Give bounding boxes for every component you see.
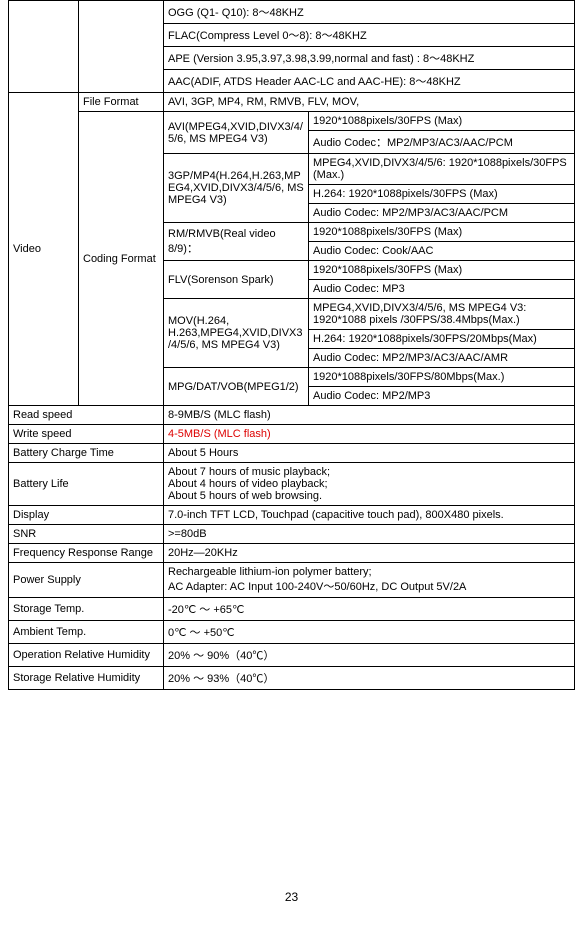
battery-life-value: About 7 hours of music playback; About 4… <box>164 463 575 506</box>
avi-r2: Audio Codec：MP2/MP3/AC3/AAC/PCM <box>309 131 575 154</box>
mov-r3: Audio Codec: MP2/MP3/AC3/AAC/AMR <box>309 349 575 368</box>
blank-cell <box>79 1 164 93</box>
power-label: Power Supply <box>9 563 164 598</box>
write-speed-value: 4-5MB/S (MLC flash) <box>164 425 575 444</box>
avi-r1: 1920*1088pixels/30FPS (Max) <box>309 112 575 131</box>
storage-humidity-label: Storage Relative Humidity <box>9 667 164 690</box>
op-humidity-value: 20% ～ 90%（40℃） <box>164 644 575 667</box>
freq-value: 20Hz—20KHz <box>164 544 575 563</box>
freq-label: Frequency Response Range <box>9 544 164 563</box>
read-speed-value: 8-9MB/S (MLC flash) <box>164 406 575 425</box>
blank-cell <box>9 1 79 93</box>
battery-life-l2: About 4 hours of video playback; <box>168 478 570 490</box>
write-speed-label: Write speed <box>9 425 164 444</box>
rm-label: RM/RMVB(Real video 8/9)： <box>164 223 309 261</box>
mov-label: MOV(H.264, H.263,MPEG4,XVID,DIVX3/4/5/6,… <box>164 299 309 368</box>
rm-r2: Audio Codec: Cook/AAC <box>309 242 575 261</box>
video-label: Video <box>9 93 79 406</box>
read-speed-label: Read speed <box>9 406 164 425</box>
snr-value: >=80dB <box>164 525 575 544</box>
mpg-label: MPG/DAT/VOB(MPEG1/2) <box>164 368 309 406</box>
gp-r3: Audio Codec: MP2/MP3/AC3/AAC/PCM <box>309 204 575 223</box>
storage-humidity-value: 20% ～ 93%（40℃） <box>164 667 575 690</box>
flv-r2: Audio Codec: MP3 <box>309 280 575 299</box>
flv-r1: 1920*1088pixels/30FPS (Max) <box>309 261 575 280</box>
op-humidity-label: Operation Relative Humidity <box>9 644 164 667</box>
mpg-r2: Audio Codec: MP2/MP3 <box>309 387 575 406</box>
storage-temp-label: Storage Temp. <box>9 598 164 621</box>
codec-ogg: OGG (Q1- Q10): 8～48KHZ <box>164 1 575 24</box>
gp-label: 3GP/MP4(H.264,H.263,MPEG4,XVID,DIVX3/4/5… <box>164 154 309 223</box>
ambient-temp-label: Ambient Temp. <box>9 621 164 644</box>
codec-aac: AAC(ADIF, ATDS Header AAC-LC and AAC-HE)… <box>164 70 575 93</box>
display-value: 7.0-inch TFT LCD, Touchpad (capacitive t… <box>164 506 575 525</box>
mov-r1: MPEG4,XVID,DIVX3/4/5/6, MS MPEG4 V3: 192… <box>309 299 575 330</box>
file-format-label: File Format <box>79 93 164 112</box>
battery-life-label: Battery Life <box>9 463 164 506</box>
codec-flac: FLAC(Compress Level 0～8): 8～48KHZ <box>164 24 575 47</box>
gp-r1: MPEG4,XVID,DIVX3/4/5/6: 1920*1088pixels/… <box>309 154 575 185</box>
flv-label: FLV(Sorenson Spark) <box>164 261 309 299</box>
page-number: 23 <box>8 890 575 904</box>
power-l2: AC Adapter: AC Input 100-240V～50/60Hz, D… <box>168 578 570 594</box>
rm-r1: 1920*1088pixels/30FPS (Max) <box>309 223 575 242</box>
display-label: Display <box>9 506 164 525</box>
mov-r2: H.264: 1920*1088pixels/30FPS/20Mbps(Max) <box>309 330 575 349</box>
power-value: Rechargeable lithium-ion polymer battery… <box>164 563 575 598</box>
storage-temp-value: -20℃ ～ +65℃ <box>164 598 575 621</box>
coding-format-label: Coding Format <box>79 112 164 406</box>
file-format-value: AVI, 3GP, MP4, RM, RMVB, FLV, MOV, <box>164 93 575 112</box>
battery-life-l3: About 5 hours of web browsing. <box>168 490 570 502</box>
codec-ape: APE (Version 3.95,3.97,3.98,3.99,normal … <box>164 47 575 70</box>
ambient-temp-value: 0℃ ～ +50℃ <box>164 621 575 644</box>
mpg-r1: 1920*1088pixels/30FPS/80Mbps(Max.) <box>309 368 575 387</box>
power-l1: Rechargeable lithium-ion polymer battery… <box>168 566 570 578</box>
battery-charge-value: About 5 Hours <box>164 444 575 463</box>
gp-r2: H.264: 1920*1088pixels/30FPS (Max) <box>309 185 575 204</box>
battery-charge-label: Battery Charge Time <box>9 444 164 463</box>
specs-table: OGG (Q1- Q10): 8～48KHZ FLAC(Compress Lev… <box>8 0 575 690</box>
snr-label: SNR <box>9 525 164 544</box>
battery-life-l1: About 7 hours of music playback; <box>168 466 570 478</box>
avi-label: AVI(MPEG4,XVID,DIVX3/4/5/6, MS MPEG4 V3) <box>164 112 309 154</box>
